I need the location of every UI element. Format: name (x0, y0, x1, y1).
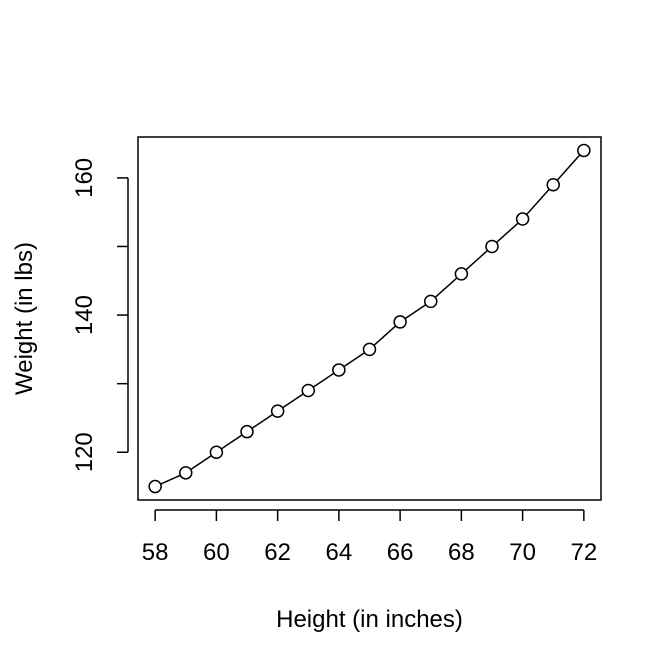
series-segment (220, 434, 243, 450)
series-segment (465, 249, 489, 271)
x-tick-label: 58 (142, 539, 169, 566)
data-point (515, 212, 530, 226)
plot-frame (137, 136, 602, 501)
data-point (301, 383, 316, 398)
data-point (546, 177, 560, 192)
x-axis-title: Height (in inches) (276, 606, 463, 633)
y-tick-label: 140 (71, 295, 98, 335)
x-tick-label: 70 (509, 539, 536, 566)
y-tick-label: 120 (71, 432, 98, 472)
x-tick-label: 72 (571, 539, 598, 566)
y-tick-label: 160 (71, 158, 98, 198)
y-axis-title: Weight (in lbs) (11, 242, 38, 395)
data-point (362, 342, 377, 357)
series-segment (312, 372, 335, 388)
x-tick-label: 62 (264, 539, 291, 566)
series-segment (495, 222, 519, 244)
data-point (332, 363, 346, 377)
series-segment (434, 277, 458, 298)
series-segment (251, 413, 274, 429)
x-axis: 58 60 62 64 66 68 70 72 (142, 509, 598, 566)
data-point (179, 466, 193, 480)
data-point (393, 315, 407, 329)
data-point (454, 267, 469, 281)
data-point (148, 479, 162, 494)
series-segment (282, 393, 304, 409)
series-segment (190, 454, 212, 471)
x-tick-label: 66 (387, 539, 414, 566)
series-segment (373, 325, 397, 346)
data-point (270, 404, 285, 418)
series-segment (526, 188, 550, 216)
data-point (577, 143, 591, 158)
data-point (240, 424, 254, 439)
data-point (209, 445, 224, 460)
y-axis: 120 140 160 (71, 158, 129, 472)
series-segment (556, 154, 581, 181)
series-segment (160, 474, 181, 485)
series-segment (343, 352, 365, 368)
data-point (485, 239, 499, 254)
series (148, 143, 591, 494)
x-tick-label: 60 (203, 539, 230, 566)
x-tick-label: 64 (326, 539, 353, 566)
series-segment (404, 304, 427, 320)
data-point (423, 294, 438, 309)
x-tick-label: 68 (448, 539, 475, 566)
